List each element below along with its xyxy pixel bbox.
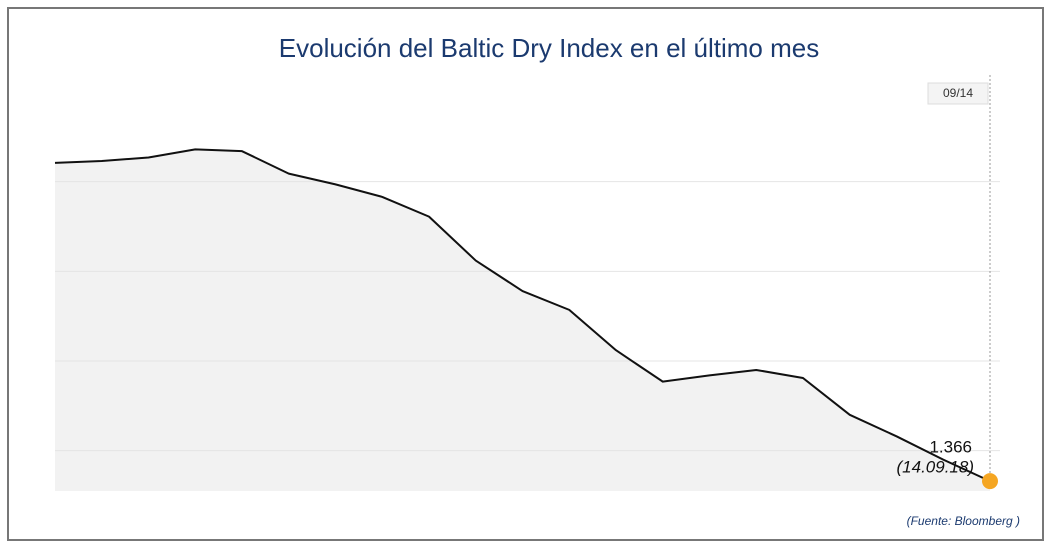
point xyxy=(982,473,998,490)
area xyxy=(55,149,990,491)
chart-title: Evolución del Baltic Dry Index en el últ… xyxy=(279,33,819,63)
source: (Fuente: Bloomberg ) xyxy=(907,514,1020,528)
x-tick-label: 09/14 xyxy=(943,86,973,100)
crosshair-label-box xyxy=(927,82,989,105)
value-label: 1.366 xyxy=(929,438,972,457)
line xyxy=(54,148,991,483)
annotation: (14.09.18) xyxy=(897,458,975,477)
